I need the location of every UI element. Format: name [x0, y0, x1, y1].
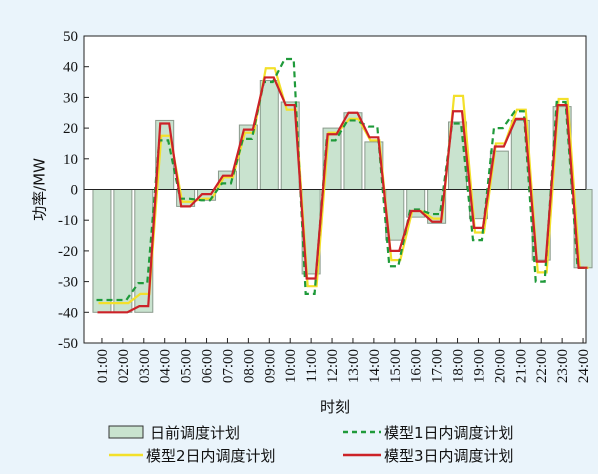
x-tick-label: 10:00 — [283, 349, 299, 383]
y-tick-label: 10 — [63, 152, 78, 168]
y-tick-label: -40 — [58, 305, 78, 321]
bar-day-ahead-13 — [343, 112, 363, 190]
x-tick-label: 15:00 — [388, 349, 404, 383]
bar-day-ahead-1 — [92, 189, 112, 313]
legend-swatch-day-ahead — [108, 425, 144, 439]
legend-label-model3: 模型3日内调度计划 — [384, 447, 514, 465]
legend-item-model1: 模型1日内调度计划 — [343, 424, 514, 442]
legend-item-model3: 模型3日内调度计划 — [343, 447, 514, 465]
x-tick-label: 06:00 — [200, 349, 216, 383]
y-axis: -50 -40 -30 -20 -10 0 10 20 30 40 50 — [58, 29, 89, 352]
y-tick-label: 30 — [63, 90, 78, 106]
y-axis-title: 功率/MW — [31, 158, 49, 221]
y-tick-label: 50 — [63, 29, 78, 45]
x-axis-title: 时刻 — [320, 398, 350, 416]
x-tick-label: 05:00 — [179, 349, 195, 383]
x-tick-label: 22:00 — [534, 349, 550, 383]
y-tick-label: 40 — [63, 60, 78, 76]
legend-label-model1: 模型1日内调度计划 — [384, 424, 514, 442]
x-tick-label: 20:00 — [492, 349, 508, 383]
x-axis: 01:00 02:00 03:00 04:00 05:00 06:00 07:00 08:00… — [95, 338, 592, 383]
x-tick-label: 14:00 — [367, 349, 383, 383]
x-tick-label: 24:00 — [576, 349, 592, 383]
y-tick-label: 0 — [71, 183, 79, 199]
x-tick-label: 01:00 — [95, 349, 111, 383]
x-tick-label: 12:00 — [325, 349, 341, 383]
x-tick-label: 02:00 — [116, 349, 132, 383]
y-tick-label: 20 — [63, 121, 78, 137]
legend-item-day-ahead: 日前调度计划 — [108, 424, 240, 442]
x-tick-label: 08:00 — [241, 349, 257, 383]
x-tick-label: 07:00 — [220, 349, 236, 383]
x-tick-label: 23:00 — [555, 349, 571, 383]
x-tick-label: 21:00 — [513, 349, 529, 383]
series-line-model3 — [97, 76, 588, 314]
legend-label-day-ahead: 日前调度计划 — [150, 424, 240, 442]
x-tick-label: 19:00 — [471, 349, 487, 383]
bar-day-ahead-2 — [113, 189, 133, 313]
legend: 日前调度计划 模型1日内调度计划 模型2日内调度计划 模型3日内调度计划 — [108, 424, 514, 465]
x-tick-label: 16:00 — [409, 349, 425, 383]
y-tick-label: -50 — [58, 336, 78, 352]
steps-layer — [96, 57, 589, 314]
x-tick-label: 09:00 — [262, 349, 278, 383]
legend-item-model2: 模型2日内调度计划 — [109, 447, 276, 465]
y-tick-label: -30 — [58, 275, 78, 291]
legend-label-model2: 模型2日内调度计划 — [146, 447, 276, 465]
x-tick-label: 11:00 — [304, 349, 320, 383]
x-tick-label: 04:00 — [158, 349, 174, 383]
x-tick-label: 18:00 — [451, 349, 467, 383]
x-tick-label: 17:00 — [430, 349, 446, 383]
y-tick-label: -10 — [58, 213, 78, 229]
y-tick-label: -20 — [58, 244, 78, 260]
x-tick-label: 13:00 — [346, 349, 362, 383]
bar-day-ahead-9 — [259, 80, 279, 190]
x-tick-label: 03:00 — [137, 349, 153, 383]
